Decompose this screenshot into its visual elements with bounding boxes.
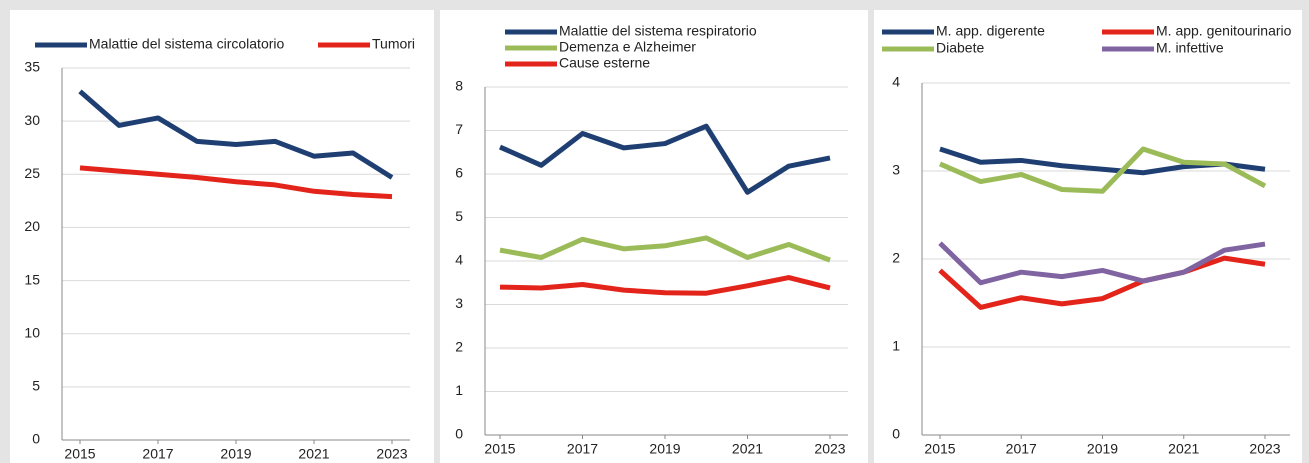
x-tick-label: 2019 — [1087, 441, 1118, 457]
legend-label: M. infettive — [1156, 40, 1224, 56]
legend-label: Diabete — [936, 40, 984, 56]
x-tick-label: 2023 — [376, 446, 407, 462]
x-tick-label: 2023 — [814, 441, 845, 457]
y-tick-label: 1 — [892, 338, 900, 354]
y-tick-label: 7 — [455, 121, 463, 137]
x-tick-label: 2021 — [1168, 441, 1199, 457]
x-tick-label: 2019 — [220, 446, 251, 462]
x-tick-label: 2017 — [1006, 441, 1037, 457]
y-tick-label: 2 — [892, 250, 900, 266]
x-tick-label: 2017 — [142, 446, 173, 462]
y-tick-label: 5 — [455, 208, 463, 224]
legend-label: Malattie del sistema respiratorio — [559, 23, 757, 39]
y-tick-label: 35 — [24, 59, 40, 75]
y-tick-label: 10 — [24, 324, 40, 340]
legend-label: M. app. digerente — [936, 23, 1045, 39]
line-series — [939, 146, 1267, 194]
y-tick-label: 4 — [455, 252, 463, 268]
legend-label: M. app. genitourinario — [1156, 23, 1292, 39]
line-series — [498, 123, 831, 195]
line-series — [938, 241, 1266, 286]
x-tick-label: 2021 — [732, 441, 763, 457]
y-tick-label: 0 — [455, 426, 463, 442]
x-tick-label: 2019 — [649, 441, 680, 457]
y-tick-label: 2 — [455, 339, 463, 355]
y-tick-label: 25 — [24, 165, 40, 181]
x-tick-label: 2015 — [924, 441, 955, 457]
y-tick-label: 5 — [32, 378, 40, 394]
line-series — [499, 275, 831, 296]
y-tick-label: 0 — [32, 431, 40, 447]
x-tick-label: 2015 — [64, 446, 95, 462]
y-tick-label: 3 — [892, 162, 900, 178]
line-series — [78, 89, 394, 180]
x-tick-label: 2015 — [484, 441, 515, 457]
y-tick-label: 8 — [455, 78, 463, 94]
y-tick-label: 4 — [892, 74, 900, 90]
line-series — [499, 235, 831, 263]
x-tick-label: 2021 — [298, 446, 329, 462]
panel — [10, 10, 434, 463]
legend-label: Cause esterne — [559, 55, 650, 71]
y-tick-label: 20 — [24, 218, 40, 234]
legend-label: Malattie del sistema circolatorio — [89, 36, 285, 52]
y-tick-label: 15 — [24, 271, 40, 287]
legend-label: Tumori — [372, 36, 415, 52]
legend-label: Demenza e Alzheimer — [559, 39, 696, 55]
line-series — [938, 255, 1266, 310]
y-tick-label: 0 — [892, 426, 900, 442]
y-tick-label: 1 — [455, 382, 463, 398]
y-tick-label: 30 — [24, 112, 40, 128]
panel — [874, 10, 1302, 463]
x-tick-label: 2023 — [1249, 441, 1280, 457]
y-tick-label: 3 — [455, 295, 463, 311]
y-tick-label: 6 — [455, 165, 463, 181]
x-tick-label: 2017 — [567, 441, 598, 457]
panel — [440, 10, 868, 463]
line-series — [79, 165, 393, 200]
